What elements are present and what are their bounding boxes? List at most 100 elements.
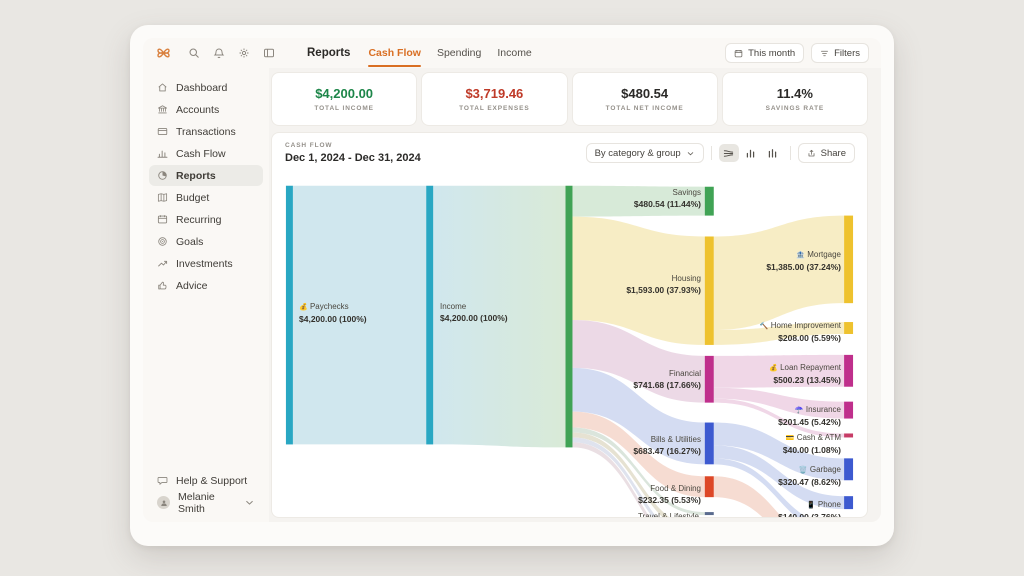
sankey-icon (724, 149, 734, 157)
label-cash-atm: 💳 Cash & ATM $40.00 (1.08%) (782, 433, 841, 455)
flow-bills-garbage (713, 422, 845, 481)
node-phone[interactable] (844, 496, 854, 510)
label-financial: Financial $741.68 (17.66%) (633, 369, 701, 390)
home-icon (158, 83, 167, 92)
sidebar-item-label: Recurring (176, 213, 222, 226)
node-garbage[interactable] (844, 458, 854, 481)
node-income[interactable] (426, 185, 434, 445)
sidebar-item-label: Cash Flow (176, 147, 226, 160)
sidebar-toggle-icon[interactable] (263, 47, 275, 59)
view-toggle (718, 144, 783, 162)
chevron-down-icon (246, 500, 253, 505)
node-cash-atm[interactable] (844, 433, 854, 438)
app-window: Reports Cash Flow Spending Income This m… (143, 38, 881, 522)
sidebar-item-recurring[interactable]: Recurring (149, 209, 263, 230)
settings-gear-icon[interactable] (238, 47, 250, 59)
flow-income-misc-1 (572, 432, 670, 517)
label-paychecks: 💰 Paychecks $4,200.00 (100%) (299, 302, 367, 324)
top-bar: Reports Cash Flow Spending Income This m… (143, 38, 881, 68)
sidebar-item-dashboard[interactable]: Dashboard (149, 77, 263, 98)
sidebar-item-reports[interactable]: Reports (149, 165, 263, 186)
sidebar-item-label: Transactions (176, 125, 236, 138)
sidebar-item-cash-flow[interactable]: Cash Flow (149, 143, 263, 164)
stacked-bar-view-button[interactable] (763, 144, 783, 162)
person-icon (160, 499, 167, 506)
chat-bubble-icon (157, 476, 168, 485)
sidebar-item-advice[interactable]: Advice (149, 275, 263, 296)
trend-up-icon (158, 260, 168, 267)
device-frame: Reports Cash Flow Spending Income This m… (130, 25, 894, 546)
flow-food-more (713, 476, 782, 517)
label-travel-lifestyle: Travel & Lifestyle (637, 512, 699, 518)
sidebar-item-goals[interactable]: Goals (149, 231, 263, 252)
tab-income[interactable]: Income (497, 47, 532, 59)
date-range-title: Dec 1, 2024 - Dec 31, 2024 (285, 152, 421, 164)
sidebar-item-label: Advice (176, 279, 208, 292)
label-loan-repayment: 💰 Loan Repayment $500.23 (13.45%) (769, 363, 841, 385)
calendar-icon (157, 215, 168, 224)
date-range-button[interactable]: This month (725, 43, 805, 63)
credit-card-icon (157, 127, 168, 136)
label-bills-utilities: Bills & Utilities $683.47 (16.27%) (633, 435, 701, 456)
label-insurance: ☂️ Insurance $201.45 (5.42%) (778, 405, 841, 427)
node-bills-utilities[interactable] (704, 422, 714, 465)
node-insurance[interactable] (844, 401, 854, 419)
share-button[interactable]: Share (797, 143, 855, 163)
bar-chart-icon (157, 150, 168, 158)
flow-financial-loan-repayment (713, 354, 845, 388)
label-food-dining: Food & Dining $232.35 (5.53%) (638, 484, 701, 505)
filters-button-label: Filters (834, 47, 860, 59)
flow-bills-more (713, 458, 807, 517)
user-name: Melanie Smith (178, 490, 215, 515)
node-travel-lifestyle[interactable] (704, 512, 714, 516)
label-income: Income $4,200.00 (100%) (440, 302, 508, 323)
help-support-item[interactable]: Help & Support (149, 470, 263, 491)
sidebar-item-investments[interactable]: Investments (149, 253, 263, 274)
sidebar-item-accounts[interactable]: Accounts (149, 99, 263, 120)
node-housing[interactable] (704, 236, 714, 345)
node-savings[interactable] (704, 186, 714, 216)
node-financial[interactable] (704, 355, 714, 403)
sidebar-item-label: Reports (176, 169, 216, 182)
tab-spending[interactable]: Spending (436, 47, 482, 59)
node-food-dining[interactable] (704, 476, 714, 498)
sankey-diagram (285, 185, 854, 517)
flow-paychecks-income (292, 185, 427, 445)
node-cash-flow-total[interactable] (565, 185, 573, 448)
sidebar-item-transactions[interactable]: Transactions (149, 121, 263, 142)
page-title: Reports (307, 47, 351, 59)
user-menu[interactable]: Melanie Smith (149, 490, 263, 515)
total-income-value: $4,200.00 (315, 86, 374, 101)
bar-view-button[interactable] (741, 144, 761, 162)
label-mortgage: 🏦 Mortgage $1,385.00 (37.24%) (766, 250, 841, 272)
chevron-down-icon (687, 151, 693, 155)
total-net-income-card: $480.54 TOTAL NET INCOME (571, 72, 718, 126)
sidebar-item-label: Accounts (176, 103, 220, 116)
share-icon (808, 149, 815, 156)
bar-chart-icon (746, 149, 755, 158)
notifications-bell-icon[interactable] (213, 47, 225, 59)
sidebar-item-label: Investments (176, 257, 233, 270)
node-loan-repayment[interactable] (844, 354, 854, 387)
tab-cash-flow[interactable]: Cash Flow (368, 38, 421, 68)
flow-income-food (572, 411, 705, 498)
filters-button[interactable]: Filters (811, 43, 869, 63)
bank-icon (157, 105, 168, 114)
savings-rate-value: 11.4% (776, 86, 813, 101)
sankey-view-button[interactable] (718, 144, 739, 162)
node-home-improvement[interactable] (844, 322, 854, 334)
total-expenses-card: $3,719.46 TOTAL EXPENSES (421, 72, 568, 126)
node-paychecks[interactable] (285, 185, 293, 445)
sidebar-item-budget[interactable]: Budget (149, 187, 263, 208)
node-mortgage[interactable] (844, 215, 854, 304)
flow-housing-mortgage (713, 215, 845, 331)
search-icon[interactable] (188, 47, 200, 59)
divider (789, 146, 791, 160)
thumbs-up-icon (158, 281, 167, 290)
sidebar-item-label: Budget (176, 191, 210, 204)
group-by-label: By category & group (594, 147, 681, 159)
label-housing: Housing $1,593.00 (37.93%) (626, 274, 701, 295)
map-icon (157, 193, 168, 202)
group-by-dropdown[interactable]: By category & group (585, 143, 704, 163)
savings-rate-label: SAVINGS RATE (765, 105, 825, 112)
